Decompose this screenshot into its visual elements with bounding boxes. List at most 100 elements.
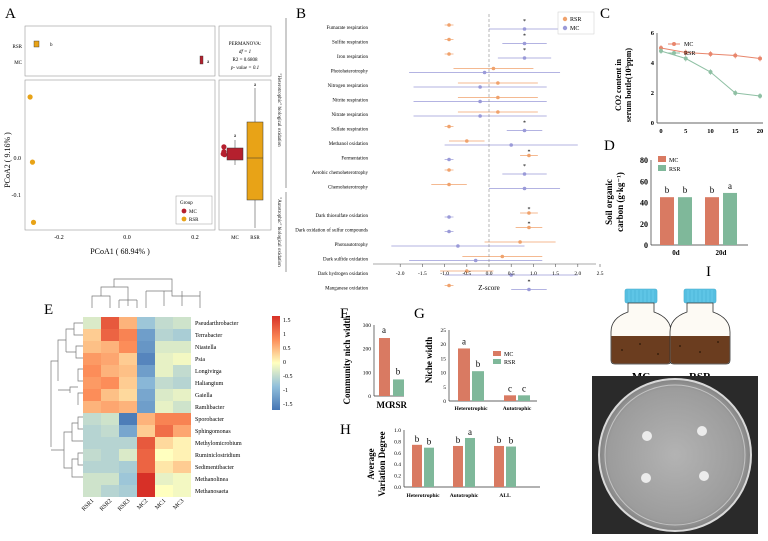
g-y-label: Niche width <box>424 337 434 383</box>
heatmap-cell-8-1 <box>83 401 101 413</box>
dze-rsr-point-5 <box>496 81 500 85</box>
heatmap-col-label-3: RSR3 <box>117 498 131 512</box>
h-letter-mc-2: b <box>456 435 461 445</box>
heatmap-cell-11-2 <box>101 437 119 449</box>
heatmap-cell-15-4 <box>137 485 155 497</box>
heatmap-row-label-12: Ruminiclostridium <box>195 453 241 459</box>
dze-rsr-point-1 <box>447 23 451 27</box>
soc-legend-mc-swatch <box>658 156 666 162</box>
dze-mc-point-17 <box>509 273 513 277</box>
heatmap-row-label-4: Psia <box>195 357 205 363</box>
heatmap-cell-15-2 <box>101 485 119 497</box>
heatmap-row-label-6: Haliangium <box>195 381 224 387</box>
panel-g-letter: G <box>414 306 425 322</box>
top-box-letter-mc: a <box>207 60 210 65</box>
top-box-label-mc: MC <box>14 61 22 66</box>
soc-legend-mc: MC <box>669 158 678 164</box>
heatmap-cell-3-2 <box>101 341 119 353</box>
soc-cat-1: 0d <box>672 249 680 257</box>
dze-mc-point-1 <box>522 27 527 31</box>
dze-mc-point-16 <box>473 258 478 263</box>
dze-mc-point-4 <box>482 70 487 75</box>
heatmap-col-label-5: MC1 <box>154 498 167 511</box>
heatmap-cell-10-6 <box>173 425 191 437</box>
g-y-tick-2: 5 <box>443 385 446 391</box>
colony-4 <box>699 471 709 481</box>
panel-f: F 0 100 200 300 a MC b RSR Community nich width <box>340 306 407 410</box>
heatmap-cell-12-1 <box>83 449 101 461</box>
h-y-tick-3: 0.4 <box>394 462 401 468</box>
dze-tick-label-8: 1.5 <box>552 271 559 277</box>
heatmap-cell-11-4 <box>137 437 155 449</box>
pcoa-y-tick-1: 0.0 <box>14 156 22 162</box>
panel-i-letter: I <box>706 264 711 280</box>
g-y-tick-1: 0 <box>443 399 446 405</box>
dze-mc-point-2 <box>522 41 527 46</box>
dze-rsr-point-18 <box>447 283 451 288</box>
f-y-tick-4: 300 <box>363 323 372 329</box>
f-y-label: Community nich width <box>342 315 352 404</box>
heatmap-cell-14-1 <box>83 473 101 485</box>
heatmap-cell-11-3 <box>119 437 137 449</box>
g-letter-mc-1: a <box>462 336 466 346</box>
soc-y-tick-1: 0 <box>644 241 648 250</box>
colony-2 <box>697 426 707 436</box>
pcoa-y-tick-2: -0.1 <box>12 193 22 199</box>
dze-row-label-15: Photoautotrophy <box>335 243 369 248</box>
heatmap-cell-10-5 <box>155 425 173 437</box>
dze-row-label-4: Photoheterotrophy <box>331 70 369 75</box>
dze-tick-label-3: -1.0 <box>440 271 449 277</box>
f-cat-2: RSR <box>389 400 408 410</box>
niche-width-groups-chart: 0 5 10 15 20 25 a b Heterotrophic c c Autotrophic <box>441 328 537 412</box>
permanova-title: PERMANOVA: <box>229 42 261 47</box>
h-letter-rsr-3: b <box>509 436 514 446</box>
heatmap-cell-15-3 <box>119 485 137 497</box>
h-cat-3: ALL <box>499 493 511 499</box>
heatmap-row-label-2: Terrabacter <box>195 333 222 339</box>
heatmap-cell-6-2 <box>101 377 119 389</box>
dze-row-label-3: Iron respiration <box>337 55 368 60</box>
heatmap-cell-3-3 <box>119 341 137 353</box>
g-letter-rsr-1: b <box>476 359 481 369</box>
g-letter-rsr-2: c <box>522 383 526 393</box>
h-cat-1: Heterotrophic <box>406 493 440 499</box>
heatmap-cell-12-5 <box>155 449 173 461</box>
pcoa-x-tick-3: 0.2 <box>191 235 199 241</box>
colony-1 <box>642 431 652 441</box>
f-letter-2: b <box>396 366 401 376</box>
heatmap-cell-15-6 <box>173 485 191 497</box>
soc-bar-rsr-2 <box>723 192 737 245</box>
soc-bar-rsr-1 <box>678 197 692 245</box>
heatmap-scale-tick-2: 1 <box>283 332 286 338</box>
heatmap-scale-tick-3: 0.5 <box>283 346 291 352</box>
heatmap-row-label-13: Sedimentibacter <box>195 465 234 471</box>
heatmap-cell-4-6 <box>173 353 191 365</box>
dze-row-label-13: Dark thiosulfate oxidation <box>316 214 369 219</box>
dze-rsr-point-8 <box>447 124 451 129</box>
heatmap-cell-6-1 <box>83 377 101 389</box>
pcoa-point-rsr-1 <box>27 94 33 100</box>
permanova-df: df = 1 <box>239 50 251 55</box>
h-y-tick-4: 0.6 <box>394 451 401 457</box>
f-bar-rsr <box>393 379 404 396</box>
heatmap-cell-11-5 <box>155 437 173 449</box>
dze-rsr-point-2 <box>447 37 451 42</box>
heatmap-cell-10-2 <box>101 425 119 437</box>
heatmap <box>83 317 191 497</box>
bottle-rsr <box>669 288 731 365</box>
heatmap-cell-2-6 <box>173 329 191 341</box>
heatmap-row-label-14: Methanolinea <box>195 477 228 483</box>
co2-y-label-2: serum bottle(10³ppm) <box>624 48 633 123</box>
soc-letter-rsr-1: b <box>683 185 688 195</box>
heatmap-cell-5-6 <box>173 365 191 377</box>
dze-row-label-6: Nitrite respiration <box>332 99 368 104</box>
g-legend-mc-swatch <box>493 351 501 356</box>
co2-y-tick-3: 4 <box>651 60 655 67</box>
dze-rsr-point-11 <box>447 168 451 172</box>
heatmap-row-label-1: Pseudarthrobacter <box>195 321 238 327</box>
heatmap-row-label-9: Sporobacter <box>195 417 224 423</box>
heatmap-cell-14-2 <box>101 473 119 485</box>
heatmap-cell-14-4 <box>137 473 155 485</box>
dze-row-label-11: Aerobic chemoheterotrophy <box>312 171 369 176</box>
dze-x-label: Z-score <box>478 284 499 292</box>
